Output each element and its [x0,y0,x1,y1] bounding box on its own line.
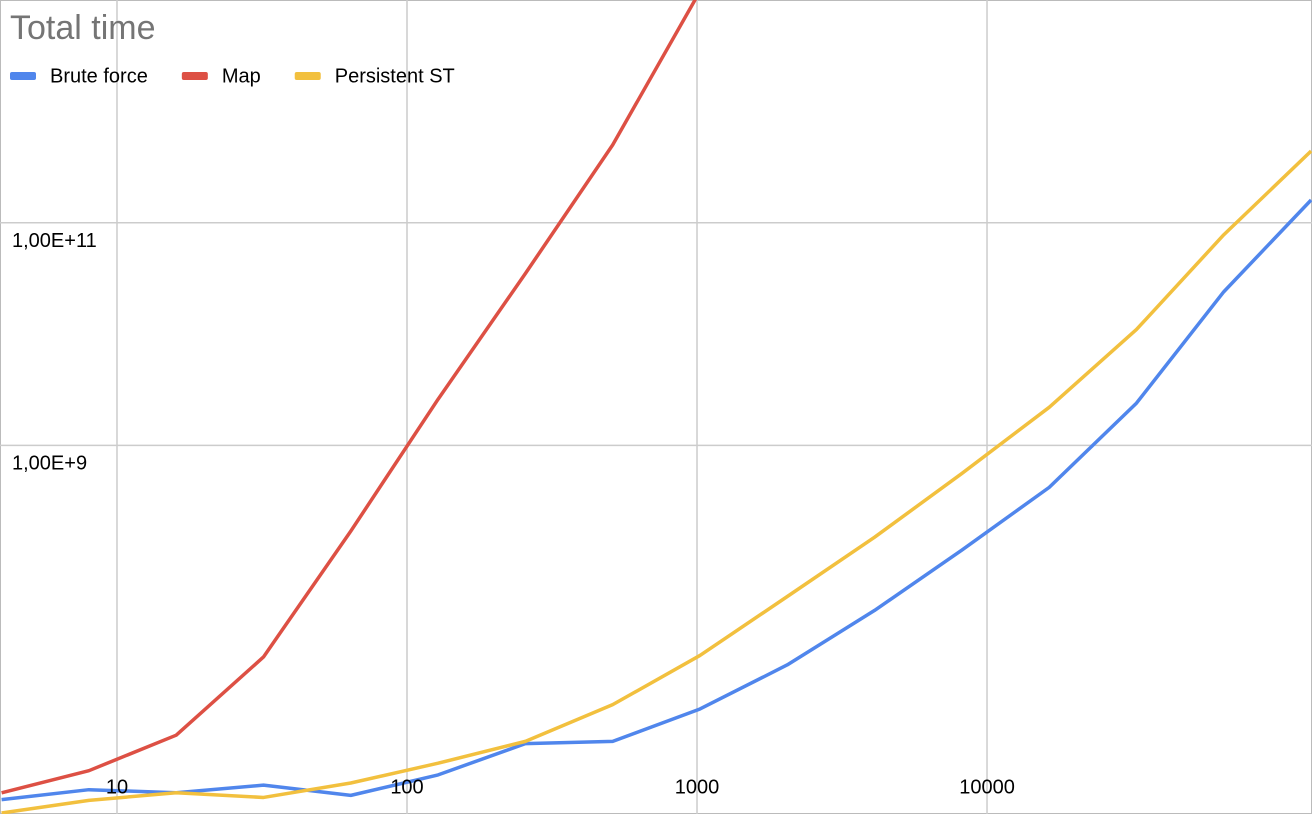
y-tick-label: 1,00E+11 [12,230,97,252]
legend-label: Persistent ST [335,65,455,87]
tick-labels: 10 100 1000 10000 1,00E+11 1,00E+9 [12,230,1015,798]
series-line [1,198,1312,802]
chart-title: Total time [10,9,156,47]
x-tick-label: 10000 [959,776,1015,798]
legend-label: Map [222,65,261,87]
x-tick-label: 1000 [675,776,720,798]
x-tick-label: 100 [390,776,423,798]
legend: Brute force Map Persistent ST [10,65,455,87]
legend-label: Brute force [50,65,148,87]
legend-swatch [10,72,36,80]
y-tick-label: 1,00E+9 [12,453,87,475]
legend-swatch [294,72,321,80]
series-line [1,149,1312,814]
legend-swatch [181,72,208,80]
x-tick-label: 10 [106,776,128,798]
series-line [1,0,698,795]
